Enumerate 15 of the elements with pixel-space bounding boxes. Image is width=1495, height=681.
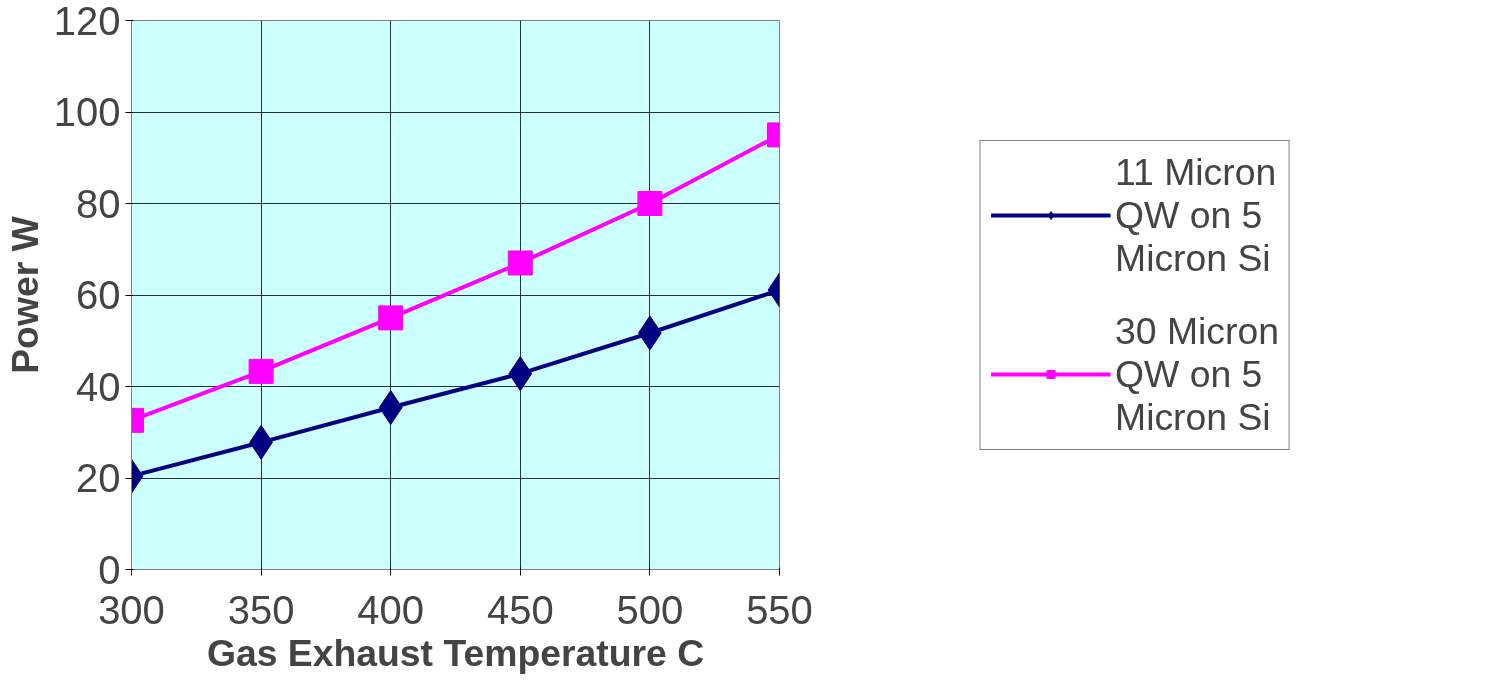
x-tick-label: 550 [746,587,813,632]
x-tick-label: 400 [357,587,425,632]
x-tick-label: 350 [227,587,295,632]
y-tick-label: 80 [76,181,121,226]
x-tick-label: 500 [616,587,684,632]
legend-label: 30 Micron QW on 5 Micron Si [1115,309,1279,439]
x-axis-title: Gas Exhaust Temperature C [206,631,705,674]
legend-label: 11 Micron QW on 5 Micron Si [1115,150,1277,280]
y-tick-label: 60 [76,273,121,317]
y-tick-label: 100 [53,90,121,134]
y-tick-label: 20 [76,456,121,500]
y-tick-label: 120 [53,0,121,43]
x-tick-label: 450 [486,587,554,632]
y-tick-label: 40 [76,364,121,409]
y-axis-title: Power W [3,215,46,374]
